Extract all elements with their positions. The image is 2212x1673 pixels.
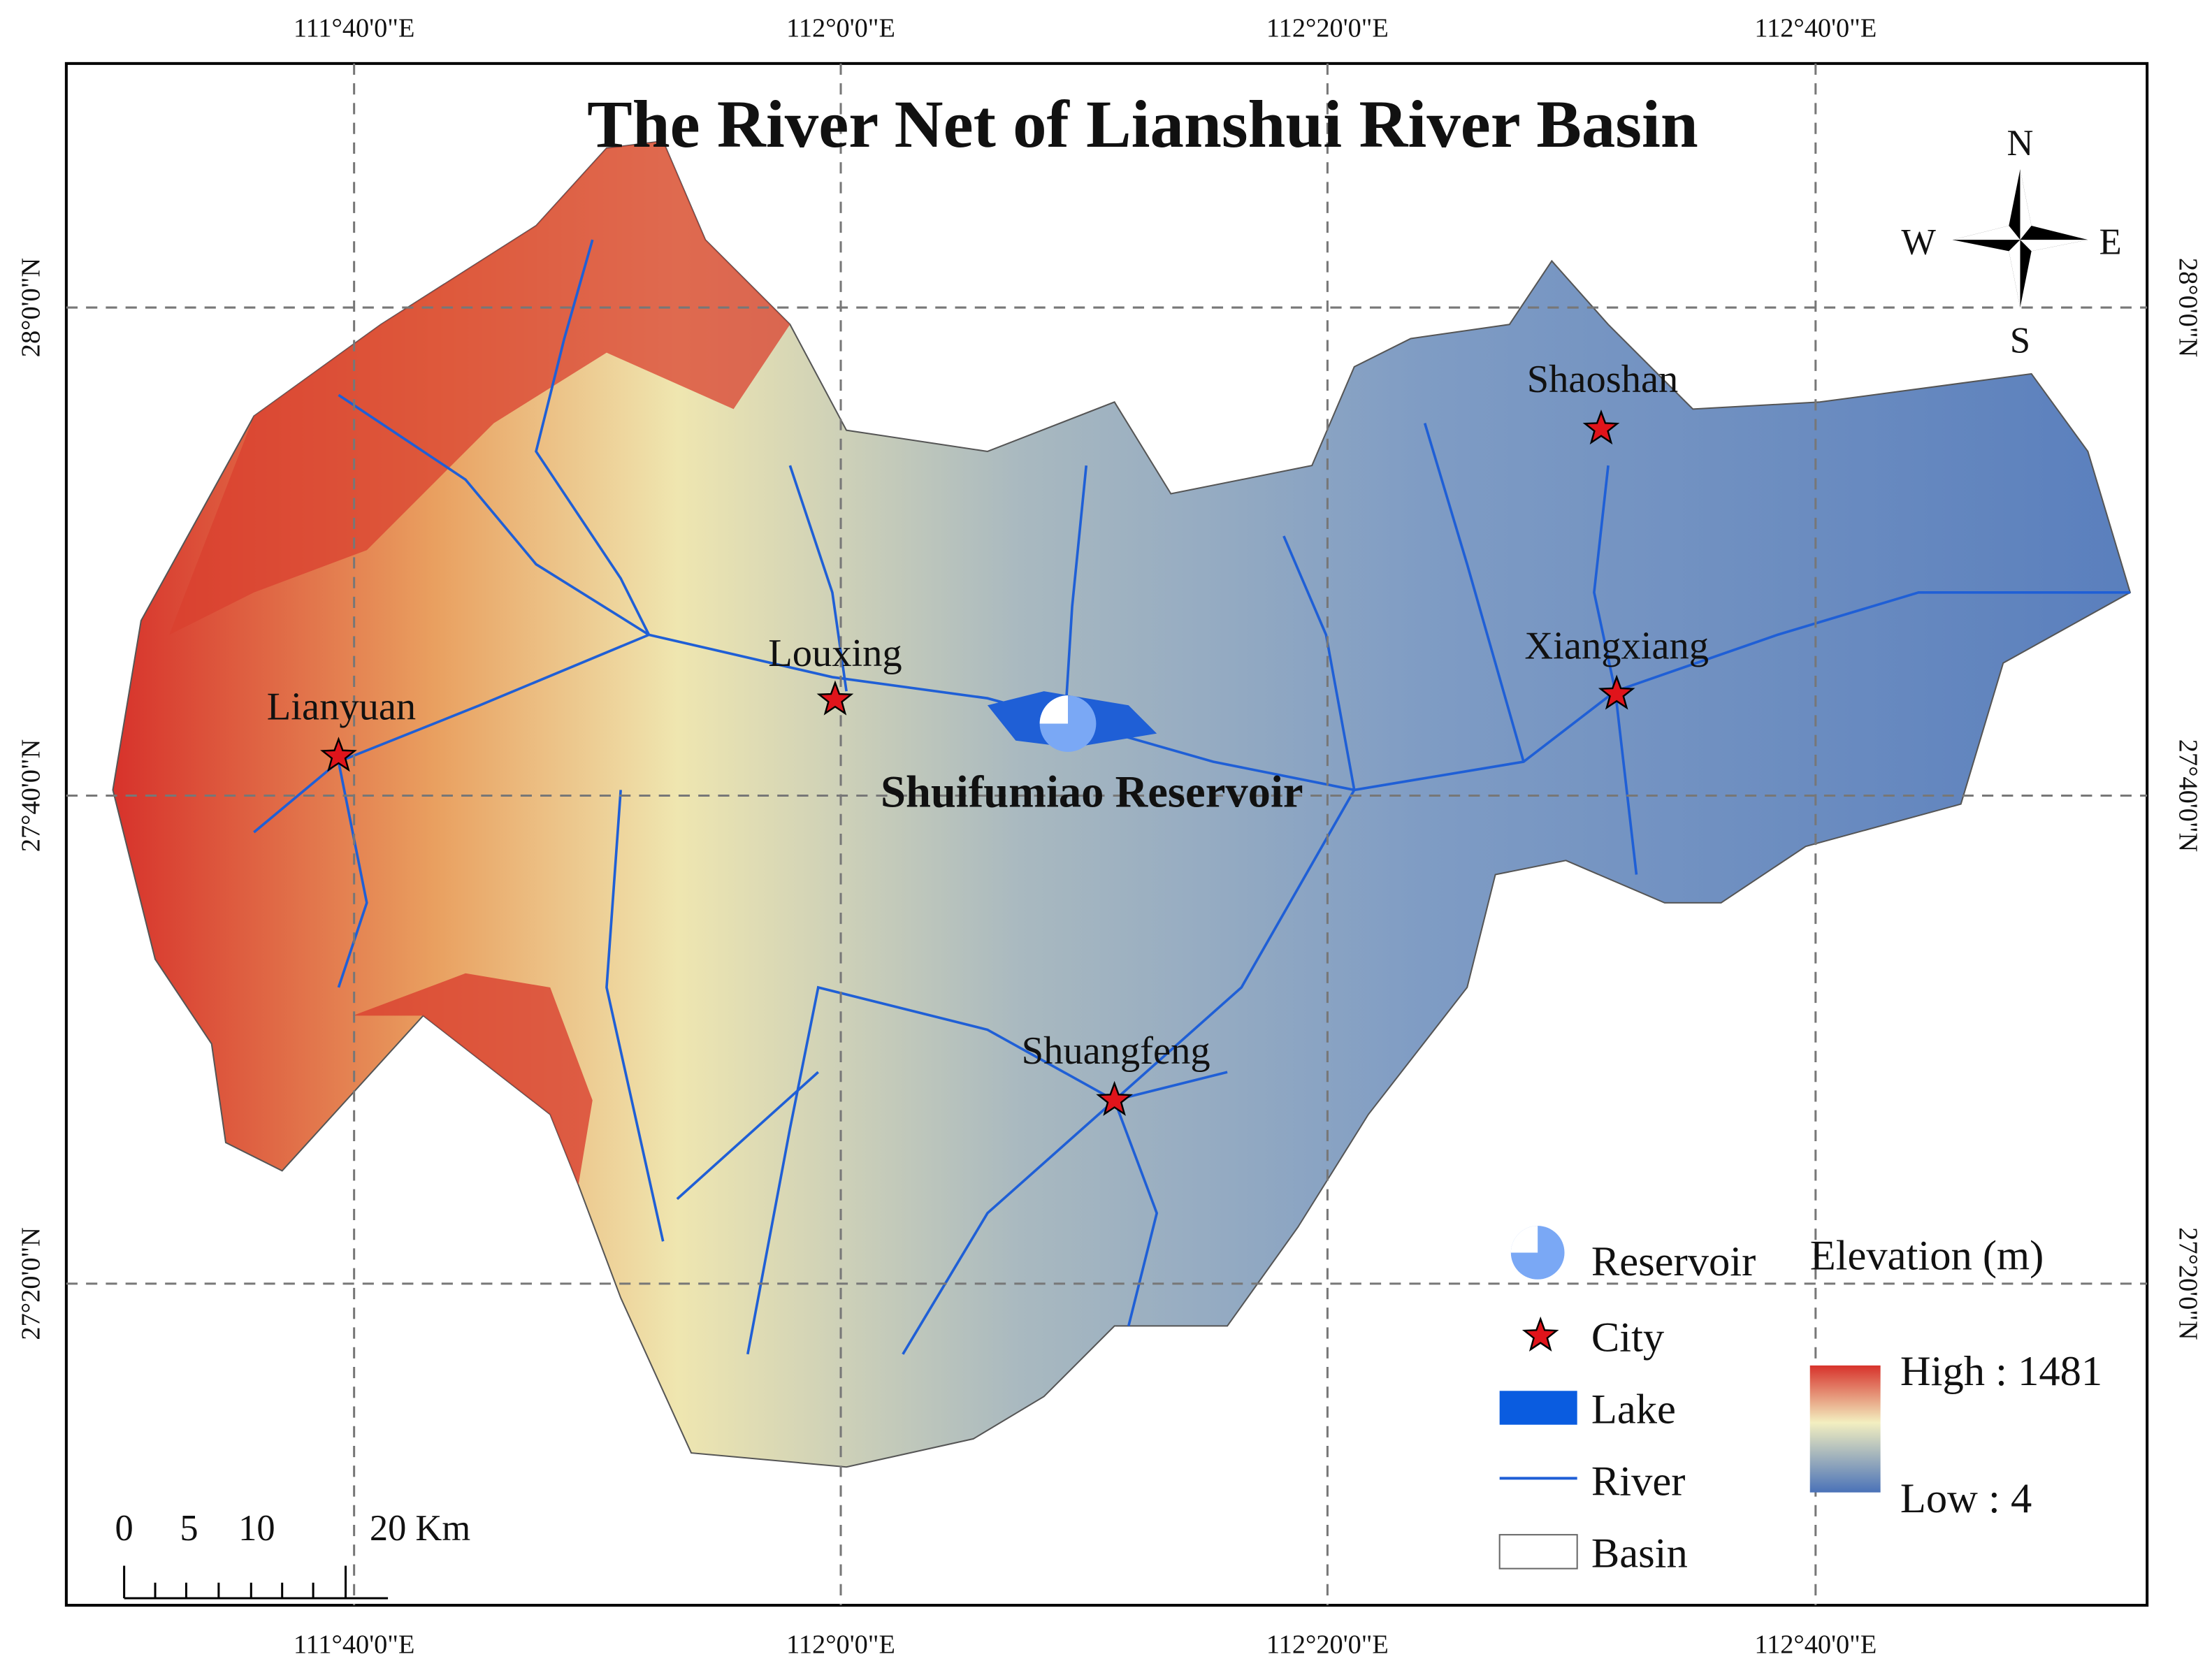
compass: N S E W: [1901, 123, 2121, 361]
city-label: Shuangfeng: [1022, 1029, 1210, 1073]
scale-label: 5: [180, 1508, 198, 1549]
lat-label: 28°0'0"N: [17, 258, 46, 357]
lat-label: 27°40'0"N: [17, 739, 46, 852]
legend-lake: [1499, 1391, 1577, 1425]
compass-n: N: [2007, 123, 2034, 164]
longitude-labels: 111°40'0"E 112°0'0"E 112°20'0"E 112°40'0…: [294, 14, 1877, 1660]
reservoir-label: Shuifumiao Reservoir: [881, 767, 1303, 817]
highland: [169, 140, 790, 635]
city-label: Lianyuan: [267, 685, 416, 728]
lat-label: 27°20'0"N: [2174, 1227, 2203, 1340]
scale-label: 20 Km: [370, 1508, 470, 1549]
city-label: Xiangxiang: [1524, 625, 1709, 668]
cities: Shaoshan Xiangxiang Louxing Lianyuan Shu…: [267, 358, 1709, 1116]
scale-bar: 0 5 10 20 Km: [115, 1508, 470, 1600]
grid: [66, 63, 2148, 1606]
elevation-low: Low : 4: [1900, 1475, 2032, 1522]
legend: Reservoir City Lake River Basin Elevatio…: [1498, 1226, 2102, 1577]
compass-rose: [1952, 169, 2088, 308]
compass-s: S: [2010, 321, 2030, 361]
lon-label: 112°40'0"E: [1754, 14, 1877, 43]
lon-label: 111°40'0"E: [294, 14, 415, 43]
compass-w: W: [1901, 222, 1936, 262]
latitude-labels: 28°0'0"N 27°40'0"N 27°20'0"N 28°0'0"N 27…: [17, 258, 2203, 1340]
legend-city: [1521, 1316, 1559, 1352]
compass-e: E: [2099, 222, 2122, 262]
lon-label: 112°0'0"E: [786, 14, 895, 43]
elevation-high: High : 1481: [1900, 1348, 2102, 1395]
city-label: Louxing: [768, 632, 902, 675]
scale-ticks: [123, 1565, 389, 1600]
legend-label: Lake: [1591, 1386, 1676, 1433]
legend-reservoir: [1510, 1226, 1538, 1253]
reservoir-marker: [1039, 695, 1069, 724]
highland: [352, 973, 593, 1185]
legend-label: Basin: [1591, 1530, 1688, 1577]
scale-label: 0: [115, 1508, 133, 1549]
lat-label: 28°0'0"N: [2174, 258, 2203, 357]
elevation-title: Elevation (m): [1810, 1233, 2044, 1280]
reservoir: Shuifumiao Reservoir: [881, 695, 1303, 817]
city-label: Shaoshan: [1527, 358, 1679, 401]
lat-label: 27°40'0"N: [2174, 739, 2203, 852]
scale-label: 10: [238, 1508, 275, 1549]
lat-label: 27°20'0"N: [17, 1227, 46, 1340]
legend-basin: [1498, 1534, 1578, 1570]
city-marker: [816, 680, 854, 716]
elevation-ramp: [1809, 1365, 1881, 1493]
city-marker: [1582, 409, 1620, 445]
city-marker: [1598, 674, 1635, 710]
city-marker: [320, 737, 357, 772]
city-marker: [1096, 1080, 1133, 1116]
lon-label: 112°20'0"E: [1266, 14, 1389, 43]
title: The River Net of Lianshui River Basin: [587, 87, 1698, 161]
legend-label: River: [1591, 1458, 1686, 1505]
lon-label: 112°20'0"E: [1266, 1630, 1389, 1660]
legend-label: Reservoir: [1591, 1238, 1756, 1285]
lon-label: 112°0'0"E: [786, 1630, 895, 1660]
legend-label: City: [1591, 1314, 1665, 1361]
lon-label: 112°40'0"E: [1754, 1630, 1877, 1660]
lon-label: 111°40'0"E: [294, 1630, 415, 1660]
